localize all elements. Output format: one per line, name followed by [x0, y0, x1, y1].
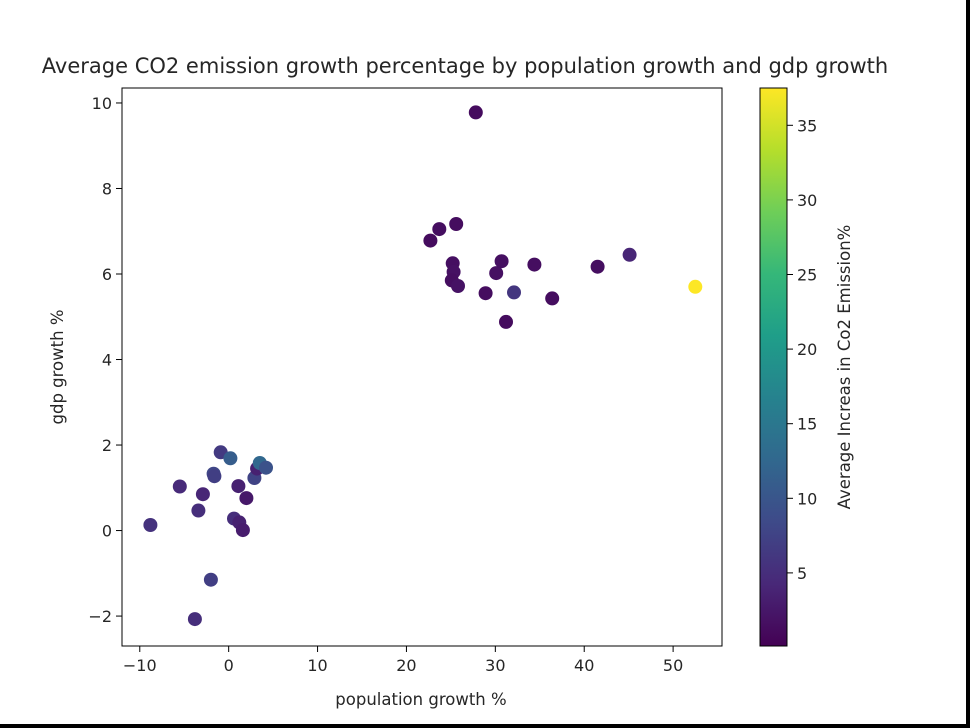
data-point	[239, 491, 254, 506]
colorbar-tick-label: 35	[797, 116, 817, 135]
x-tick-label: 10	[307, 656, 327, 675]
data-point	[499, 314, 513, 329]
data-point	[423, 233, 438, 248]
y-tick-label: 8	[102, 179, 112, 198]
plot-area	[122, 88, 722, 646]
data-point	[449, 217, 464, 231]
data-point	[207, 469, 222, 484]
y-tick-label: 2	[102, 436, 112, 455]
data-point	[195, 487, 210, 502]
y-tick-label: 6	[102, 265, 112, 284]
y-axis-label: gdp growth %	[48, 309, 67, 424]
data-point	[191, 503, 206, 518]
y-tick-label: −2	[88, 607, 112, 626]
x-tick-label: 20	[396, 656, 416, 675]
colorbar-tick-label: 30	[797, 191, 817, 210]
data-point	[527, 257, 542, 272]
plot-frame	[121, 87, 723, 647]
data-point	[688, 279, 703, 294]
data-point	[478, 286, 493, 301]
data-point	[203, 572, 218, 587]
colorbar-tick-label: 5	[797, 564, 807, 583]
data-point	[545, 291, 560, 306]
y-tick-label: 10	[92, 94, 112, 113]
data-point	[231, 479, 246, 494]
x-tick-label: 0	[224, 656, 234, 675]
colorbar	[759, 87, 788, 647]
data-point	[143, 518, 158, 532]
x-tick-label: 30	[485, 656, 505, 675]
data-point	[451, 279, 465, 293]
x-axis-ticks: −10 0 10 20 30 40 50	[123, 646, 683, 675]
data-point	[187, 612, 202, 627]
x-axis-label: population growth %	[335, 690, 506, 709]
x-tick-label: 40	[574, 656, 594, 675]
x-tick-label: −10	[123, 656, 157, 675]
chart-title: Average CO2 emission growth percentage b…	[42, 54, 888, 78]
data-point	[432, 222, 447, 237]
colorbar-tick-label: 10	[797, 489, 817, 508]
scatter-points	[143, 105, 703, 627]
data-point	[622, 247, 637, 262]
colorbar-ticks: 5 10 15 20 25 30 35	[787, 116, 817, 583]
data-point	[172, 479, 187, 494]
data-point	[494, 254, 509, 269]
data-point	[235, 523, 250, 538]
data-point	[223, 451, 238, 466]
colorbar-tick-label: 20	[797, 340, 817, 359]
data-point	[590, 259, 605, 274]
colorbar-tick-label: 25	[797, 265, 817, 284]
y-tick-label: 0	[102, 522, 112, 541]
data-point	[507, 285, 521, 300]
data-point	[468, 105, 483, 120]
colorbar-label: Average Increas in Co2 Emission%	[835, 225, 854, 510]
x-tick-label: 50	[663, 656, 683, 675]
data-point	[489, 266, 504, 281]
colorbar-tick-label: 15	[797, 415, 817, 434]
y-tick-label: 4	[102, 351, 112, 370]
y-axis-ticks: −2 0 2 4 6 8 10	[88, 94, 122, 626]
data-point	[259, 460, 273, 475]
